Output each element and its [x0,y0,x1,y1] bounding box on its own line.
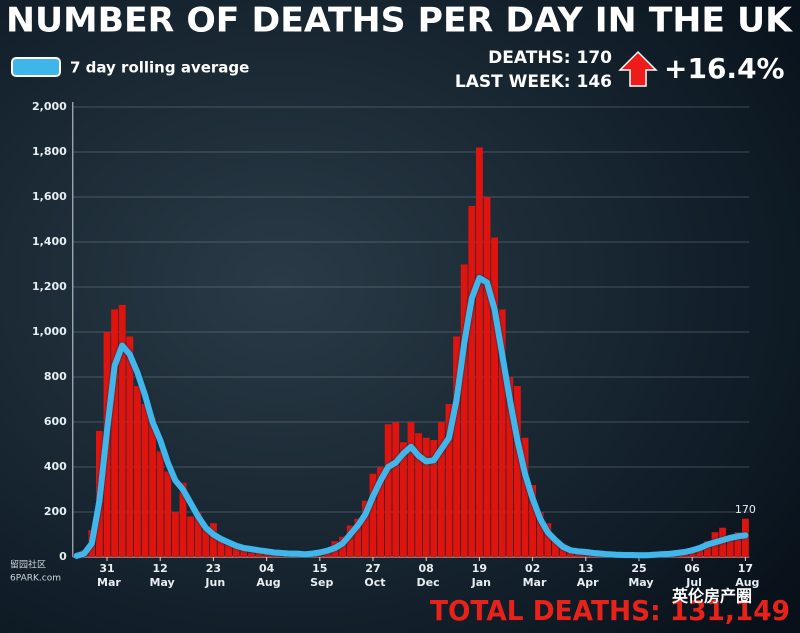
annotation: +16.4% [664,52,785,85]
y-tick-label: 1,400 [32,235,67,248]
x-tick-label: 15 Sep [306,562,333,589]
data-label: 170 [735,503,756,516]
bar [156,451,164,557]
bar [498,309,506,557]
bar [126,336,134,557]
x-tick-label: 06 Jul [682,562,702,589]
x-tick-label: 19 Jan [468,562,491,589]
bar [536,512,544,557]
watermark: 英伦房产圈 [671,587,752,606]
y-tick-label: 600 [44,415,67,428]
x-tick-label: 27 Oct [361,562,386,589]
x-tick-label: 17 Aug [731,562,759,589]
bar [559,543,567,557]
bar [506,377,514,557]
y-tick-label: 2,000 [32,100,67,113]
bar [483,197,491,557]
bar [551,539,559,557]
bar [703,541,711,557]
bar [377,467,385,557]
bar [225,541,233,557]
bar [453,336,461,557]
annotation: LAST WEEK: 146 [455,72,612,92]
rolling-average-line [73,275,749,559]
up-arrow [618,50,658,87]
bar [247,552,255,557]
bar [187,516,195,557]
bar [202,530,210,557]
bar [164,471,172,557]
bar [460,264,468,557]
y-tick-label: 1,200 [32,280,67,293]
bar [544,523,552,557]
bar [217,536,225,557]
bar [491,237,499,557]
bar [361,500,369,557]
x-tick-label: 13 Apr [573,562,599,589]
annotation: DEATHS: 170 [488,48,612,68]
bar [346,525,354,557]
y-tick-label: 0 [59,550,67,563]
bar [437,422,445,557]
bar [399,442,407,557]
bar [149,417,157,557]
bar [392,422,400,557]
bar [430,440,438,557]
y-tick-label: 200 [44,505,67,518]
bar [696,545,704,557]
bar [141,404,149,557]
x-tick-label: 04 Aug [253,562,281,589]
x-tick-label: 25 May [624,562,653,589]
bar [422,437,430,557]
bar [111,309,119,557]
x-tick-label: 23 Jun [202,562,226,589]
bar [529,485,537,557]
bar [407,422,415,557]
bar [369,473,377,557]
bar [194,512,202,557]
chart-title: NUMBER OF DEATHS PER DAY IN THE UK [6,1,794,41]
y-tick-label: 1,000 [32,325,67,338]
y-tick-label: 1,600 [32,190,67,203]
bar [179,482,187,557]
bar [475,147,483,557]
x-tick-label: 02 Mar [519,562,547,589]
y-tick-label: 400 [44,460,67,473]
bar [384,424,392,557]
x-tick-label: 08 Dec [413,562,440,589]
bar [726,535,734,557]
bar [240,545,248,557]
legend-swatch [11,57,61,77]
bar [468,206,476,557]
bar [118,305,126,557]
x-tick-label: 31 Mar [93,562,121,589]
y-tick-label: 1,800 [32,145,67,158]
watermark: 留园社区 [10,559,46,571]
bar [521,437,529,557]
bar [133,386,141,557]
legend-label: 7 day rolling average [70,59,249,77]
bar [171,512,179,557]
y-tick-label: 800 [44,370,67,383]
annotation: TOTAL DEATHS: 131,149 [430,594,790,627]
bar [354,518,362,557]
bar [209,523,217,557]
x-tick-label: 12 May [146,562,175,589]
watermark: 6PARK.com [10,574,61,584]
bar [445,404,453,557]
bar [513,386,521,557]
bar [734,532,742,557]
bar [415,433,423,557]
legend: 7 day rolling average [11,57,249,77]
bar [232,543,240,557]
